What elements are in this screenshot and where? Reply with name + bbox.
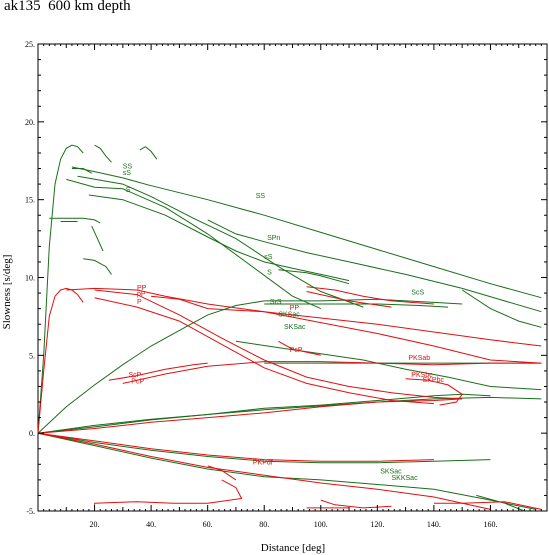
phase-label-6: S (267, 269, 272, 276)
x-tick-label: 160. (483, 520, 497, 529)
y-tick-label: 15. (25, 196, 35, 205)
phase-label-14: PcP (290, 347, 303, 354)
series-line-11 (91, 225, 104, 252)
series-line-43 (433, 501, 542, 510)
phase-label-8: pP (137, 291, 146, 298)
series-line-17 (37, 396, 542, 434)
phase-label-18: ScP (129, 372, 142, 379)
phase-label-20: ScS (411, 290, 424, 297)
phase-label-22: SKKSac (392, 475, 419, 482)
series-line-27 (94, 297, 434, 405)
series-line-1 (71, 168, 92, 174)
x-tick-label: 40. (146, 520, 156, 529)
x-axis-label: Distance [deg] (261, 542, 325, 554)
series-line-22 (461, 289, 542, 328)
y-tick-label: 25. (25, 40, 35, 49)
phase-label-23: PKPdf (253, 459, 273, 466)
y-axis-label: Slowness [s/deg] (1, 255, 13, 330)
series-line-28 (151, 295, 542, 364)
series-line-13 (278, 269, 350, 285)
phase-label-9: P (137, 299, 142, 306)
y-tick-label: 10. (25, 274, 35, 283)
y-axis-ticks: -5. 0. 5. 10. 15. 20. 25. (25, 40, 547, 516)
series-line-26 (94, 289, 463, 400)
x-axis-ticks: 20. 40. 60. 80. 100. 120. 140. 160. (37, 44, 548, 529)
series-line-6 (66, 178, 322, 310)
y-tick-label: 0. (29, 429, 35, 438)
phase-label-3: SS (256, 193, 266, 200)
series-line-36 (37, 432, 434, 462)
series-line-34 (37, 398, 463, 434)
series-layer (37, 144, 542, 512)
series-line-8 (207, 219, 542, 313)
phase-label-19: PcP (131, 378, 144, 385)
series-line-23 (476, 494, 525, 512)
series-line-31 (278, 340, 321, 356)
x-tick-label: 120. (370, 520, 384, 529)
series-line-21 (235, 340, 542, 391)
series-line-35 (405, 378, 463, 406)
phase-label-0: SS (123, 164, 133, 171)
series-line-2 (94, 144, 112, 163)
phase-label-13: SKSac (284, 324, 306, 331)
y-tick-label: -5. (26, 507, 35, 516)
series-line-18 (37, 432, 491, 464)
series-line-40 (320, 499, 392, 509)
phase-label-21: SKSac (380, 469, 402, 476)
series-line-7 (88, 194, 350, 282)
phase-label-12: SKSac (278, 311, 300, 318)
series-line-5 (77, 175, 364, 308)
series-line-30 (306, 291, 392, 308)
phase-label-15: PKSab (408, 355, 430, 362)
series-line-3 (139, 146, 158, 160)
series-line-14 (37, 298, 463, 434)
series-line-15 (264, 303, 449, 308)
phase-label-16: PKSbc (411, 372, 433, 379)
series-line-9 (49, 217, 101, 224)
x-tick-label: 60. (203, 520, 213, 529)
series-line-29 (306, 286, 434, 305)
series-line-32 (108, 362, 208, 381)
phase-label-10: SrS (270, 299, 282, 306)
series-line-37 (37, 432, 491, 510)
series-line-39 (207, 465, 237, 481)
phase-label-7: PP (137, 285, 147, 292)
phase-label-17: SKPbc (423, 377, 445, 384)
phase-label-5: sS (264, 254, 273, 261)
phase-label-11: PP (290, 305, 300, 312)
phase-label-1: sS (123, 170, 132, 177)
series-line-33 (122, 361, 542, 384)
series-line-38 (94, 479, 243, 504)
x-tick-label: 140. (427, 520, 441, 529)
chart-title: ak135 600 km depth (4, 0, 131, 14)
series-line-12 (83, 258, 112, 275)
series-line-24 (37, 287, 84, 434)
series-line-16 (37, 393, 491, 434)
x-tick-label: 100. (314, 520, 328, 529)
phase-label-4: SPn (267, 235, 280, 242)
series-line-4 (71, 166, 542, 299)
y-tick-label: 5. (29, 351, 35, 360)
series-line-19 (37, 432, 536, 510)
x-tick-label: 20. (90, 520, 100, 529)
x-tick-label: 80. (259, 520, 269, 529)
series-line-0 (37, 144, 84, 434)
y-tick-label: 20. (25, 118, 35, 127)
phase-label-2: S (126, 187, 131, 194)
